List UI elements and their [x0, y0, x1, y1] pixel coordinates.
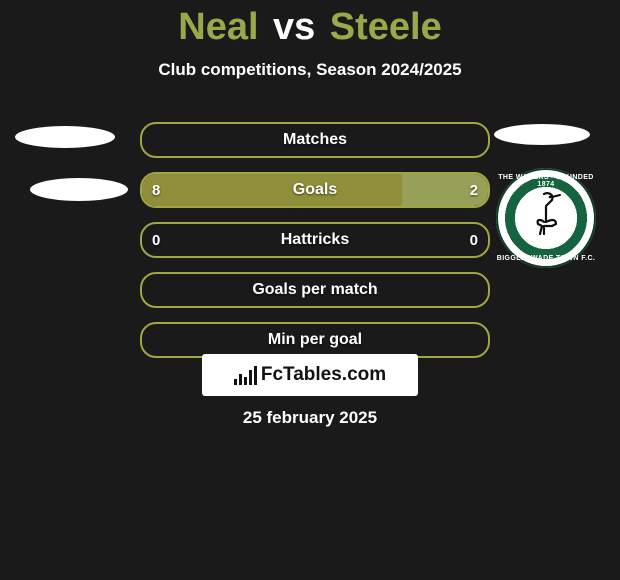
crest-shape [15, 126, 115, 148]
stat-bar: Hattricks0 0 [140, 222, 490, 258]
player2-name: Steele [330, 6, 442, 48]
stat-bar: Min per goal [140, 322, 490, 358]
bars-icon [234, 365, 257, 385]
bar-value-left: 0 [152, 224, 160, 256]
bar-label: Hattricks [142, 224, 488, 256]
bar-left-fill [142, 174, 402, 206]
bar-value-right: 2 [470, 174, 478, 206]
right-crest: THE WADERS · FOUNDED 1874 BIGGLESWADE TO… [488, 116, 608, 246]
heron-icon [526, 190, 566, 243]
stat-bar: Goals82 [140, 172, 490, 208]
page-title: Neal vs Steele [0, 0, 620, 48]
club-badge: THE WADERS · FOUNDED 1874 BIGGLESWADE TO… [496, 168, 596, 268]
stat-bars: MatchesGoals82Hattricks00Goals per match… [140, 122, 490, 372]
bar-label: Goals per match [142, 274, 488, 306]
bar-value-left: 8 [152, 174, 160, 206]
player1-name: Neal [178, 6, 258, 48]
left-crest [10, 116, 120, 226]
date-label: 25 february 2025 [0, 408, 620, 428]
subtitle: Club competitions, Season 2024/2025 [0, 60, 620, 80]
bar-label: Min per goal [142, 324, 488, 356]
stat-bar: Goals per match [140, 272, 490, 308]
badge-ring-top: THE WADERS · FOUNDED 1874 [496, 174, 596, 188]
branding-text: FcTables.com [261, 364, 386, 386]
branding-box: FcTables.com [202, 354, 418, 396]
stat-bar: Matches [140, 122, 490, 158]
badge-ring-bot: BIGGLESWADE TOWN F.C. [496, 255, 596, 262]
crest-shape [494, 124, 590, 145]
vs-label: vs [263, 6, 325, 48]
bar-label: Matches [142, 124, 488, 156]
bar-value-right: 0 [470, 224, 478, 256]
comparison-card: Neal vs Steele Club competitions, Season… [0, 0, 620, 580]
crest-shape [30, 178, 128, 201]
